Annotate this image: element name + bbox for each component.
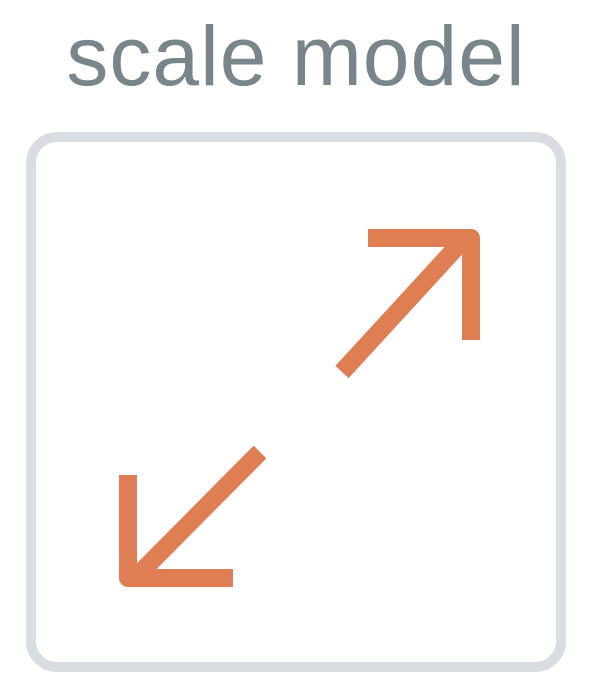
icon-frame-border — [26, 132, 566, 672]
expand-arrows-icon — [119, 229, 480, 587]
scale-model-title: scale model — [66, 9, 526, 103]
arrow-down-left-head — [119, 475, 233, 587]
arrow-up-right-shaft — [335, 231, 472, 379]
arrow-down-left-shaft — [126, 445, 267, 587]
scale-model-icon — [26, 132, 566, 672]
arrow-up-right-head — [368, 229, 480, 340]
